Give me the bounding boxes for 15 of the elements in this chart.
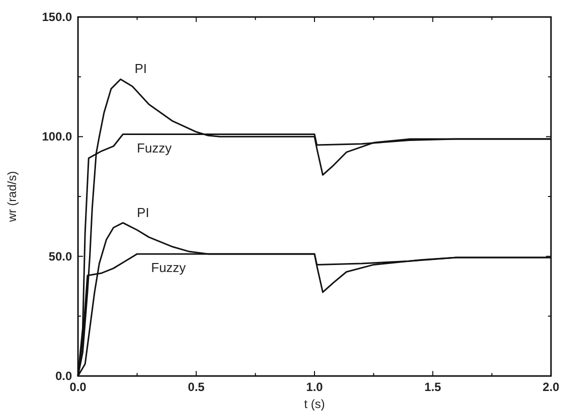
series-label: Fuzzy	[136, 140, 172, 156]
x-axis-title: t (s)	[304, 397, 325, 411]
x-tick-label: 0.5	[188, 380, 205, 394]
x-tick-label: 0.0	[70, 380, 87, 394]
x-tick-label: 1.5	[424, 380, 442, 394]
y-tick-label: 0.0	[55, 369, 72, 383]
x-tick-label: 2.0	[542, 380, 560, 394]
y-tick-label: 150.0	[42, 10, 72, 24]
y-axis-title: wr (rad/s)	[5, 171, 19, 223]
x-tick-label: 1.0	[306, 380, 324, 394]
series-label: PI	[136, 204, 150, 220]
series-label: PI	[134, 61, 147, 76]
y-tick-label: 100.0	[42, 130, 72, 144]
y-tick-label: 50.0	[48, 249, 72, 264]
series-label: Fuzzy	[151, 260, 186, 275]
